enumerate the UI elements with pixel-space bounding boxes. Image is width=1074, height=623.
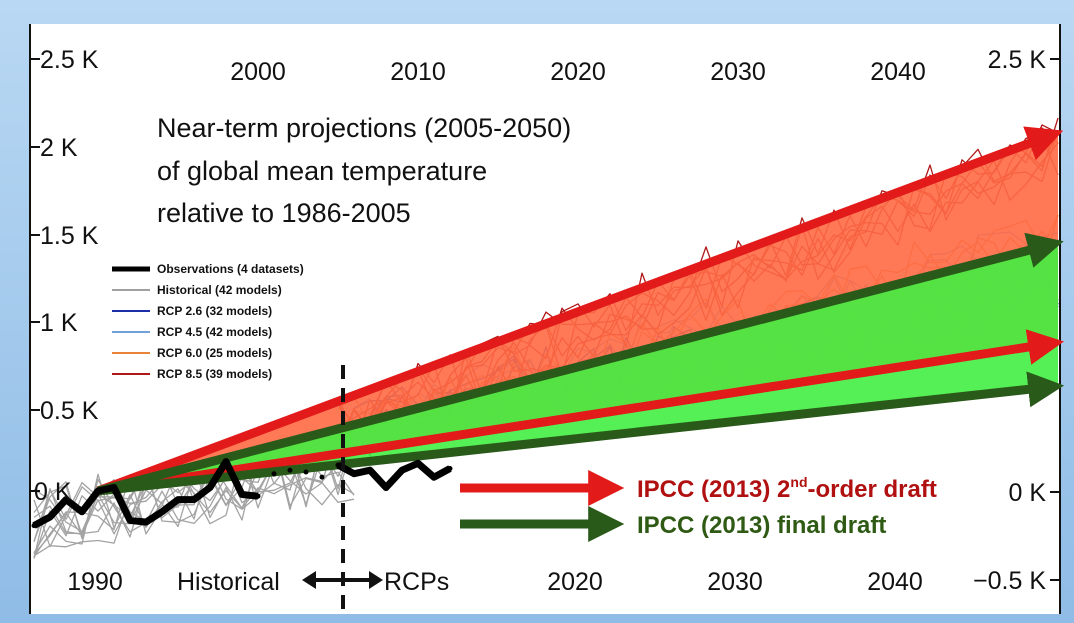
x-axis-bottom: 1990 2020 2030 2040	[67, 568, 923, 596]
observation-point	[207, 485, 213, 491]
title-line: of global mean temperature	[157, 156, 487, 186]
observation-point	[415, 460, 421, 466]
observation-point	[399, 467, 405, 473]
ipcc-legend-annotations: IPCC (2013) 2nd-order draft IPCC (2013) …	[460, 470, 937, 542]
observation-point	[63, 497, 69, 503]
x-tick-label-top: 2020	[550, 58, 606, 86]
y-tick-label-right: −0.5 K	[973, 567, 1046, 595]
observation-point	[79, 509, 85, 515]
observation-point	[223, 459, 229, 465]
second-order-text: IPCC (2013) 2	[637, 476, 790, 503]
x-tick-label-bottom: 2020	[547, 568, 603, 596]
observation-point	[159, 509, 165, 515]
final-draft-lower-arrow	[97, 371, 1065, 496]
observation-point	[239, 491, 245, 497]
observation-point	[303, 469, 309, 475]
second-order-draft-label: IPCC (2013) 2nd-order draft	[637, 474, 937, 503]
observation-point	[95, 488, 101, 494]
x-tick-label-top: 2030	[710, 58, 766, 86]
observation-point	[31, 523, 37, 529]
observation-point	[111, 485, 117, 491]
rcps-label: RCPs	[384, 568, 449, 596]
y-tick-label: 1 K	[40, 309, 78, 337]
ipcc-range-fans	[96, 126, 1065, 496]
historical-model-line	[33, 441, 355, 542]
y-tick-label: 0 K	[34, 478, 72, 506]
x-tick-label-bottom: 1990	[67, 568, 123, 596]
y-tick-label: 0.5 K	[40, 397, 99, 425]
legend-label: Historical (42 models)	[157, 283, 282, 297]
y-axis-right: 2.5 K 0 K −0.5 K	[973, 46, 1060, 595]
observations-line	[336, 459, 452, 491]
x-tick-label-bottom: 2040	[867, 568, 923, 596]
y-tick-label-right: 0 K	[1008, 479, 1046, 507]
divider-labels: Historical RCPs	[177, 568, 449, 596]
legend-label: RCP 8.5 (39 models)	[157, 367, 272, 381]
divider-arrow-left-icon	[302, 571, 316, 589]
second-order-upper-arrow	[96, 126, 1064, 496]
y-tick-label-right: 2.5 K	[988, 46, 1047, 74]
observation-point	[287, 467, 293, 473]
x-tick-label-bottom: 2030	[707, 568, 763, 596]
y-axis-left: 2.5 K 2 K 1.5 K 1 K 0.5 K 0 K	[30, 46, 99, 506]
observation-point	[255, 493, 261, 499]
x-axis-top: 2000 2010 2020 2030 2040	[230, 58, 926, 86]
divider-arrow-right-icon	[369, 571, 383, 589]
observation-point	[335, 462, 341, 468]
legend: Observations (4 datasets) Historical (42…	[112, 262, 304, 381]
observation-point	[175, 497, 181, 503]
legend-label: RCP 2.6 (32 models)	[157, 304, 272, 318]
x-tick-label-top: 2040	[870, 58, 926, 86]
observation-point	[367, 467, 373, 473]
y-tick-label: 1.5 K	[40, 222, 99, 250]
final-draft-upper-arrow	[96, 232, 1064, 496]
superscript-text: nd	[790, 474, 807, 490]
y-tick-label: 2 K	[40, 134, 78, 162]
observation-point	[191, 497, 197, 503]
observation-point	[143, 519, 149, 525]
x-tick-label-top: 2000	[230, 58, 286, 86]
title-line: relative to 1986-2005	[157, 198, 411, 228]
x-tick-label-top: 2010	[390, 58, 446, 86]
chart-title: Near-term projections (2005-2050) of glo…	[157, 113, 571, 228]
historical-label: Historical	[177, 568, 280, 596]
observation-point	[447, 466, 453, 472]
title-line: Near-term projections (2005-2050)	[157, 113, 571, 143]
legend-label: RCP 4.5 (42 models)	[157, 325, 272, 339]
legend-label: Observations (4 datasets)	[157, 262, 304, 276]
second-order-lower-arrow	[97, 329, 1065, 496]
observation-point	[319, 474, 325, 480]
observation-point	[431, 474, 437, 480]
y-tick-label: 2.5 K	[40, 46, 99, 74]
second-order-text-after: -order draft	[808, 476, 937, 503]
final-draft-label: IPCC (2013) final draft	[637, 512, 886, 539]
observation-point	[127, 517, 133, 523]
observation-point	[47, 514, 53, 520]
observation-point	[271, 471, 277, 477]
legend-label: RCP 6.0 (25 models)	[157, 346, 272, 360]
observation-point	[383, 485, 389, 491]
observation-point	[351, 471, 357, 477]
observations-series	[31, 458, 453, 529]
